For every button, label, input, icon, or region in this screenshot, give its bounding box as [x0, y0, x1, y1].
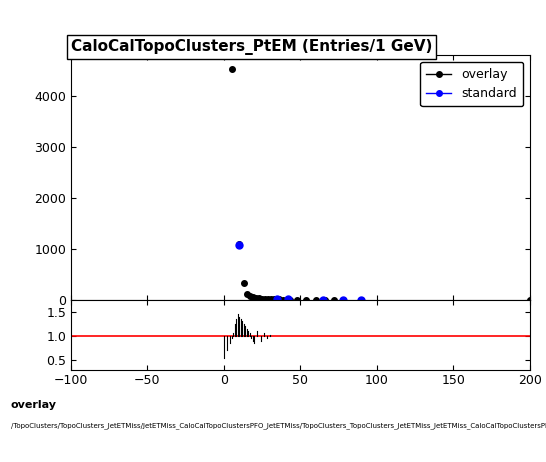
Text: overlay: overlay	[11, 400, 57, 410]
overlay	[294, 297, 300, 303]
overlay	[244, 291, 250, 297]
standard	[285, 297, 292, 302]
overlay	[247, 293, 253, 298]
overlay	[265, 297, 271, 302]
overlay	[331, 297, 337, 303]
Line: overlay: overlay	[229, 66, 532, 303]
overlay	[526, 297, 533, 303]
standard	[358, 297, 365, 303]
overlay	[262, 296, 269, 302]
overlay	[268, 297, 275, 302]
Legend: overlay, standard: overlay, standard	[420, 62, 524, 106]
overlay	[271, 297, 277, 302]
overlay	[286, 297, 293, 303]
overlay	[236, 241, 242, 247]
standard	[340, 297, 346, 303]
overlay	[312, 297, 319, 303]
overlay	[253, 295, 259, 300]
overlay	[322, 297, 328, 303]
overlay	[240, 281, 247, 286]
Text: CaloCalTopoClusters_PtEM (Entries/1 GeV): CaloCalTopoClusters_PtEM (Entries/1 GeV)	[71, 39, 432, 55]
overlay	[250, 294, 256, 300]
overlay	[280, 297, 287, 302]
Line: standard: standard	[236, 241, 365, 303]
standard	[274, 296, 281, 301]
overlay	[228, 66, 235, 72]
overlay	[256, 296, 262, 301]
standard	[320, 297, 327, 303]
overlay	[259, 296, 265, 302]
Text: /TopoClusters/TopoClusters_JetETMiss/JetETMiss_CaloCalTopoClustersPFO_JetETMiss/: /TopoClusters/TopoClusters_JetETMiss/Jet…	[11, 423, 546, 430]
overlay	[303, 297, 310, 303]
overlay	[276, 297, 282, 302]
standard	[236, 242, 242, 248]
overlay	[358, 297, 365, 303]
